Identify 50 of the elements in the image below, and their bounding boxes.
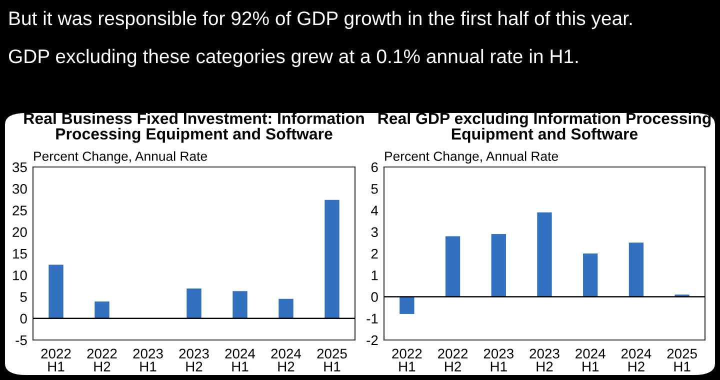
y-tick-label: -2 xyxy=(366,335,378,346)
chart-title: Real Business Fixed Investment: Information Processing Equipment and Software xyxy=(24,112,364,143)
x-tick-label: 2023 H2 xyxy=(179,348,209,372)
x-tick-label: 2024 H1 xyxy=(225,348,256,372)
y-tick-label: 25 xyxy=(12,206,27,216)
y-tick-label: 10 xyxy=(13,270,27,280)
y-tick-label: 5 xyxy=(20,292,27,302)
y-axis-title: Percent Change, Annual Rate xyxy=(34,151,207,164)
bar xyxy=(324,200,340,318)
y-tick-label: 35 xyxy=(12,162,27,172)
y-tick-label: 30 xyxy=(12,184,27,194)
bar xyxy=(537,212,552,297)
bar xyxy=(628,242,644,297)
y-tick-label: 0 xyxy=(20,314,27,324)
x-tick-label: 2022 H2 xyxy=(438,348,468,372)
chart-title: Real GDP excluding Information Processing Equipment and Software xyxy=(378,112,711,143)
bar xyxy=(400,296,414,314)
y-tick-label: 20 xyxy=(12,227,27,238)
y-tick-label: 4 xyxy=(371,206,378,216)
x-tick-label: 2024 H2 xyxy=(271,348,302,372)
bar xyxy=(278,298,294,318)
x-tick-label: 2023 H2 xyxy=(530,348,560,372)
y-tick-label: -5 xyxy=(16,335,27,346)
bar xyxy=(186,288,202,318)
bar xyxy=(445,236,460,297)
bar xyxy=(491,234,506,297)
y-tick-label: -1 xyxy=(366,314,378,324)
text: GDP excluding these categories grew at a 0.1% annual rate in H1. xyxy=(8,48,578,68)
x-tick-label: 2025 H1 xyxy=(317,348,347,372)
y-tick-label: 3 xyxy=(371,227,378,238)
y-tick-label: 0 xyxy=(371,292,378,302)
y-tick-label: 15 xyxy=(13,248,27,259)
bar xyxy=(583,254,598,297)
x-tick-label: 2025 H1 xyxy=(667,348,697,372)
bar xyxy=(48,264,64,318)
bar xyxy=(232,291,248,318)
x-tick-label: 2023 H1 xyxy=(484,348,514,372)
y-tick-label: 2 xyxy=(371,248,378,259)
y-tick-label: 5 xyxy=(371,184,378,194)
y-axis-title: Percent Change, Annual Rate xyxy=(385,151,558,164)
x-tick-label: 2023 H1 xyxy=(133,348,163,372)
x-tick-label: 2024 H1 xyxy=(576,348,606,372)
x-tick-label: 2022 H2 xyxy=(87,348,117,372)
text: But it was responsible for 92% of GDP growth in the first half of this year. xyxy=(10,10,632,30)
x-tick-label: 2024 H2 xyxy=(621,348,652,372)
x-tick-label: 2022 H1 xyxy=(41,348,71,372)
x-tick-label: 2022 H1 xyxy=(392,348,422,372)
y-tick-label: 6 xyxy=(371,162,378,172)
bar xyxy=(94,302,110,318)
y-tick-label: 1 xyxy=(372,270,378,280)
